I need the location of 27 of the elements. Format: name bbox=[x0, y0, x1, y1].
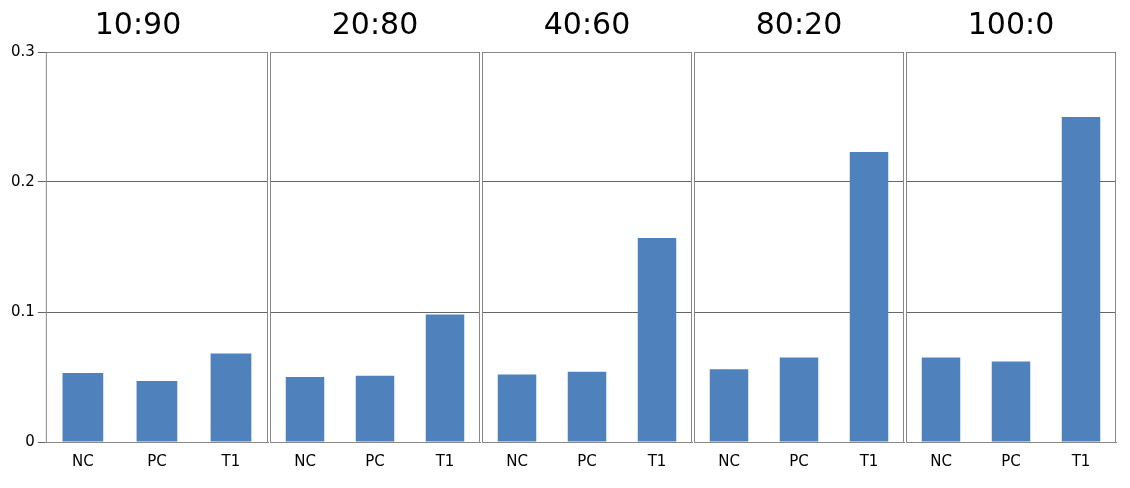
x-tick-label: T1 bbox=[1070, 451, 1091, 470]
bar bbox=[62, 373, 104, 442]
y-tick-label: 0.3 bbox=[11, 41, 35, 60]
y-tick-label: 0.2 bbox=[11, 171, 35, 190]
x-tick-label: NC bbox=[930, 451, 952, 470]
x-tick-label: NC bbox=[506, 451, 528, 470]
x-tick-label: T1 bbox=[220, 451, 241, 470]
x-tick-label: NC bbox=[718, 451, 740, 470]
chart-title: 80:20 bbox=[755, 5, 843, 41]
bar bbox=[210, 353, 252, 442]
x-tick-label: NC bbox=[294, 451, 316, 470]
x-tick-label: PC bbox=[577, 451, 597, 470]
x-tick-label: NC bbox=[72, 451, 94, 470]
bar bbox=[136, 380, 178, 442]
x-tick-label: T1 bbox=[434, 451, 455, 470]
y-tick-label: 0 bbox=[25, 431, 35, 450]
x-tick-label: PC bbox=[147, 451, 167, 470]
x-tick-label: T1 bbox=[646, 451, 667, 470]
x-tick-label: T1 bbox=[858, 451, 879, 470]
chart-title: 10:90 bbox=[94, 5, 182, 41]
x-tick-label: PC bbox=[789, 451, 809, 470]
chart-title: 20:80 bbox=[331, 5, 419, 41]
x-tick-label: PC bbox=[1001, 451, 1021, 470]
x-tick-label: PC bbox=[365, 451, 385, 470]
y-tick-label: 0.1 bbox=[11, 301, 35, 320]
chart-title: 100:0 bbox=[967, 5, 1055, 41]
chart-title: 40:60 bbox=[543, 5, 631, 41]
